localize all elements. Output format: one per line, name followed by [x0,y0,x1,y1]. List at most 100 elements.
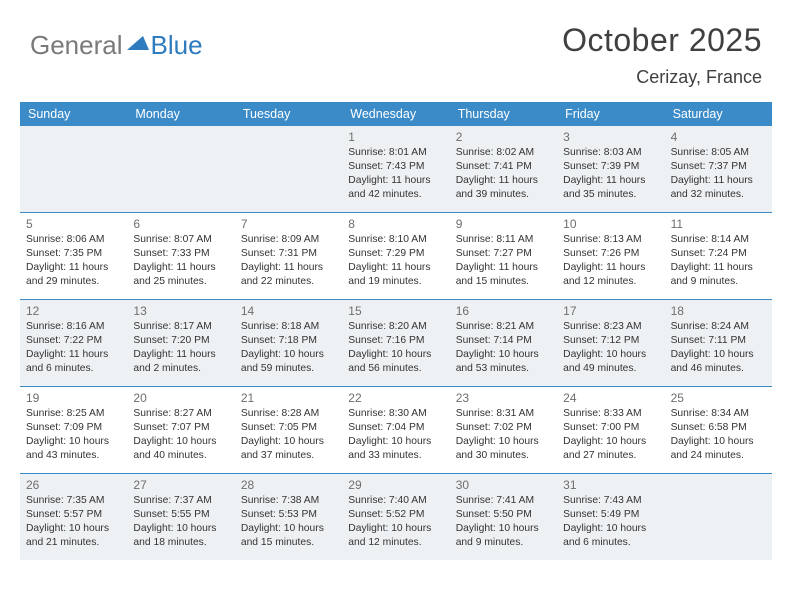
daylight-line: Daylight: 10 hours and 40 minutes. [133,435,228,463]
calendar-day-header: SundayMondayTuesdayWednesdayThursdayFrid… [20,102,772,126]
calendar-cell: 25Sunrise: 8:34 AMSunset: 6:58 PMDayligh… [665,387,772,473]
calendar-cell: 14Sunrise: 8:18 AMSunset: 7:18 PMDayligh… [235,300,342,386]
sunrise-line: Sunrise: 7:37 AM [133,494,228,508]
calendar-cell: 27Sunrise: 7:37 AMSunset: 5:55 PMDayligh… [127,474,234,560]
calendar-cell: 13Sunrise: 8:17 AMSunset: 7:20 PMDayligh… [127,300,234,386]
sunset-line: Sunset: 7:11 PM [671,334,766,348]
calendar-cell: 5Sunrise: 8:06 AMSunset: 7:35 PMDaylight… [20,213,127,299]
calendar-cell: 2Sunrise: 8:02 AMSunset: 7:41 PMDaylight… [450,126,557,212]
calendar-body: 1Sunrise: 8:01 AMSunset: 7:43 PMDaylight… [20,126,772,560]
date-number: 30 [456,477,551,493]
sunrise-line: Sunrise: 8:30 AM [348,407,443,421]
date-number: 11 [671,216,766,232]
sunrise-line: Sunrise: 7:40 AM [348,494,443,508]
sunrise-line: Sunrise: 8:23 AM [563,320,658,334]
sunset-line: Sunset: 5:55 PM [133,508,228,522]
calendar-cell: 11Sunrise: 8:14 AMSunset: 7:24 PMDayligh… [665,213,772,299]
calendar-week: 19Sunrise: 8:25 AMSunset: 7:09 PMDayligh… [20,386,772,473]
calendar-week: 5Sunrise: 8:06 AMSunset: 7:35 PMDaylight… [20,212,772,299]
calendar-cell: 16Sunrise: 8:21 AMSunset: 7:14 PMDayligh… [450,300,557,386]
daylight-line: Daylight: 11 hours and 42 minutes. [348,174,443,202]
sunrise-line: Sunrise: 8:02 AM [456,146,551,160]
title-block: October 2025 Cerizay, France [562,22,762,88]
daylight-line: Daylight: 10 hours and 12 minutes. [348,522,443,550]
sunrise-line: Sunrise: 8:07 AM [133,233,228,247]
date-number: 20 [133,390,228,406]
sunset-line: Sunset: 6:58 PM [671,421,766,435]
date-number: 10 [563,216,658,232]
sunset-line: Sunset: 7:37 PM [671,160,766,174]
sunrise-line: Sunrise: 8:11 AM [456,233,551,247]
calendar-cell: 3Sunrise: 8:03 AMSunset: 7:39 PMDaylight… [557,126,664,212]
day-header-wednesday: Wednesday [342,102,449,126]
sunrise-line: Sunrise: 8:18 AM [241,320,336,334]
calendar-cell [235,126,342,212]
daylight-line: Daylight: 10 hours and 43 minutes. [26,435,121,463]
date-number: 2 [456,129,551,145]
sunrise-line: Sunrise: 7:35 AM [26,494,121,508]
day-header-monday: Monday [127,102,234,126]
daylight-line: Daylight: 10 hours and 21 minutes. [26,522,121,550]
calendar-cell: 8Sunrise: 8:10 AMSunset: 7:29 PMDaylight… [342,213,449,299]
date-number: 9 [456,216,551,232]
sunset-line: Sunset: 7:07 PM [133,421,228,435]
calendar-cell: 29Sunrise: 7:40 AMSunset: 5:52 PMDayligh… [342,474,449,560]
date-number: 13 [133,303,228,319]
sunset-line: Sunset: 7:14 PM [456,334,551,348]
daylight-line: Daylight: 11 hours and 6 minutes. [26,348,121,376]
date-number: 21 [241,390,336,406]
sunset-line: Sunset: 7:00 PM [563,421,658,435]
date-number: 12 [26,303,121,319]
sunset-line: Sunset: 7:39 PM [563,160,658,174]
calendar-cell [665,474,772,560]
daylight-line: Daylight: 10 hours and 56 minutes. [348,348,443,376]
calendar-cell: 22Sunrise: 8:30 AMSunset: 7:04 PMDayligh… [342,387,449,473]
sunset-line: Sunset: 7:41 PM [456,160,551,174]
sunrise-line: Sunrise: 7:38 AM [241,494,336,508]
date-number: 6 [133,216,228,232]
day-header-sunday: Sunday [20,102,127,126]
logo-text-general: General [30,30,123,61]
calendar-cell: 23Sunrise: 8:31 AMSunset: 7:02 PMDayligh… [450,387,557,473]
daylight-line: Daylight: 11 hours and 32 minutes. [671,174,766,202]
date-number: 19 [26,390,121,406]
date-number: 26 [26,477,121,493]
sunset-line: Sunset: 7:05 PM [241,421,336,435]
date-number: 17 [563,303,658,319]
calendar-cell: 26Sunrise: 7:35 AMSunset: 5:57 PMDayligh… [20,474,127,560]
calendar-week: 12Sunrise: 8:16 AMSunset: 7:22 PMDayligh… [20,299,772,386]
day-header-saturday: Saturday [665,102,772,126]
sunset-line: Sunset: 7:12 PM [563,334,658,348]
calendar-cell: 17Sunrise: 8:23 AMSunset: 7:12 PMDayligh… [557,300,664,386]
daylight-line: Daylight: 10 hours and 53 minutes. [456,348,551,376]
logo-triangle-icon [127,34,149,57]
sunset-line: Sunset: 7:09 PM [26,421,121,435]
daylight-line: Daylight: 11 hours and 25 minutes. [133,261,228,289]
sunrise-line: Sunrise: 8:16 AM [26,320,121,334]
calendar: SundayMondayTuesdayWednesdayThursdayFrid… [20,102,772,560]
sunrise-line: Sunrise: 7:41 AM [456,494,551,508]
sunset-line: Sunset: 5:57 PM [26,508,121,522]
sunset-line: Sunset: 7:33 PM [133,247,228,261]
date-number: 4 [671,129,766,145]
calendar-cell: 12Sunrise: 8:16 AMSunset: 7:22 PMDayligh… [20,300,127,386]
daylight-line: Daylight: 10 hours and 30 minutes. [456,435,551,463]
daylight-line: Daylight: 10 hours and 9 minutes. [456,522,551,550]
daylight-line: Daylight: 10 hours and 37 minutes. [241,435,336,463]
date-number: 24 [563,390,658,406]
date-number: 14 [241,303,336,319]
sunrise-line: Sunrise: 8:17 AM [133,320,228,334]
daylight-line: Daylight: 11 hours and 19 minutes. [348,261,443,289]
calendar-cell: 10Sunrise: 8:13 AMSunset: 7:26 PMDayligh… [557,213,664,299]
sunset-line: Sunset: 7:26 PM [563,247,658,261]
date-number: 18 [671,303,766,319]
daylight-line: Daylight: 10 hours and 18 minutes. [133,522,228,550]
sunset-line: Sunset: 7:27 PM [456,247,551,261]
sunset-line: Sunset: 7:29 PM [348,247,443,261]
sunrise-line: Sunrise: 8:33 AM [563,407,658,421]
sunset-line: Sunset: 7:24 PM [671,247,766,261]
sunset-line: Sunset: 7:20 PM [133,334,228,348]
logo-text-blue: Blue [151,30,203,61]
calendar-cell: 19Sunrise: 8:25 AMSunset: 7:09 PMDayligh… [20,387,127,473]
daylight-line: Daylight: 11 hours and 35 minutes. [563,174,658,202]
